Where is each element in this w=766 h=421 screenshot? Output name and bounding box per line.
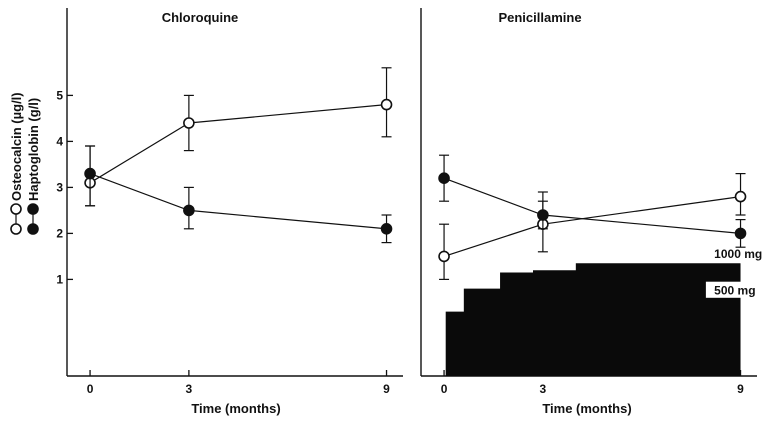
legend-haptoglobin-marker-2 (27, 203, 39, 215)
y-tick-label: 5 (56, 88, 63, 102)
dose-area (445, 263, 741, 376)
dose-label-500-band (705, 281, 762, 298)
point-osteocalcin (438, 250, 450, 263)
point-osteocalcin (734, 190, 747, 203)
y-legend: Osteocalcin (µg/l) Haptoglobin (g/l) (9, 92, 41, 235)
x-axis-label-penicillamine: Time (months) (542, 401, 631, 416)
panel-1: 0 3 9 1000 mg 500 mg (420, 8, 762, 396)
series-osteocalcin (84, 67, 393, 207)
legend-osteocalcin-marker-2 (10, 203, 22, 215)
x-axis-label-chloroquine: Time (months) (191, 401, 280, 416)
y-tick-label: 2 (56, 226, 63, 240)
dose-label-1000: 1000 mg (714, 247, 762, 261)
panel-title-chloroquine: Chloroquine (162, 10, 239, 25)
chart-marks: 1 2 3 4 5 0 3 9 0 3 9 1000 mg 500 mg (56, 8, 762, 396)
y-tick-label: 1 (56, 272, 63, 286)
panel-title-penicillamine: Penicillamine (498, 10, 581, 25)
x-tick-label: 9 (383, 382, 390, 396)
y-tick-label: 4 (56, 134, 63, 148)
point-haptoglobin (183, 204, 195, 217)
dose-label-500: 500 mg (714, 284, 755, 298)
panel-0: 1 2 3 4 5 0 3 9 (56, 8, 403, 396)
legend-osteocalcin-marker (10, 223, 22, 235)
point-haptoglobin (380, 223, 393, 235)
point-osteocalcin (183, 117, 195, 129)
legend-osteocalcin-label: Osteocalcin (µg/l) (9, 92, 24, 201)
point-haptoglobin (438, 172, 450, 184)
x-tick-label: 0 (87, 382, 94, 396)
x-tick-label: 3 (540, 382, 547, 396)
point-haptoglobin (84, 167, 96, 180)
x-tick-label: 3 (186, 382, 193, 396)
point-osteocalcin (380, 98, 393, 111)
y-tick-label: 3 (56, 180, 63, 194)
dose-label-1000-band (705, 251, 762, 261)
x-tick-label: 0 (441, 382, 448, 396)
point-haptoglobin (537, 209, 549, 221)
legend-haptoglobin-marker (27, 223, 39, 235)
legend-haptoglobin-label: Haptoglobin (g/l) (26, 98, 41, 201)
series-haptoglobin (84, 145, 393, 244)
series-haptoglobin (438, 154, 747, 248)
point-haptoglobin (734, 227, 747, 240)
x-tick-label: 9 (737, 382, 744, 396)
